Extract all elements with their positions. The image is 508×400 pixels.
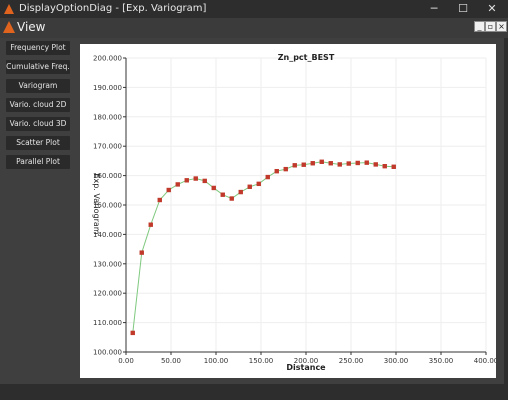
y-tick-label: 140.000 <box>93 231 122 239</box>
data-point <box>166 187 171 193</box>
data-point <box>301 162 306 167</box>
x-axis-label: Distance <box>286 363 326 372</box>
view-header: View <box>0 18 508 38</box>
scatter-plot-button[interactable]: Scatter Plot <box>6 136 70 150</box>
app-logo-shape <box>4 4 14 14</box>
x-tick-label: 50.00 <box>161 357 181 365</box>
plot-area: 0.00 50.00 100.00 150.00 200.00 250.00 300.00 3… <box>80 44 498 378</box>
frequency-plot-button[interactable]: Frequency Plot <box>6 41 70 55</box>
x-tick-label: 200.00 <box>294 357 319 365</box>
data-point <box>364 160 369 165</box>
window-title: DisplayOptionDiag - [Exp. Variogram] <box>19 3 207 14</box>
data-point <box>382 163 387 169</box>
y-tick-label: 200.000 <box>93 55 122 63</box>
x-tick-label: 250.00 <box>339 357 364 365</box>
window-close-button[interactable]: ✕ <box>487 2 497 15</box>
data-point <box>148 222 153 227</box>
vario-cloud-2d-button[interactable]: Vario. cloud 2D <box>6 98 70 112</box>
y-tick-label: 190.000 <box>93 84 122 92</box>
mdi-close-button[interactable]: × <box>496 21 507 32</box>
data-point <box>139 250 144 255</box>
x-tick-label: 150.00 <box>249 357 274 365</box>
app-logo-icon <box>4 4 14 14</box>
y-tick-label: 170.000 <box>93 143 122 151</box>
chart-title: Zn_pct_BEST <box>278 53 335 62</box>
data-point <box>355 160 360 166</box>
data-point <box>391 164 396 169</box>
x-tick-label: 350.00 <box>429 357 454 365</box>
y-tick-label: 150.000 <box>93 202 122 210</box>
variogram-button[interactable]: Variogram <box>6 79 70 93</box>
data-point <box>346 161 351 166</box>
view-logo-icon <box>3 21 15 33</box>
window-maximize-button[interactable]: ☐ <box>458 2 468 15</box>
y-tick-label: 180.000 <box>93 113 122 121</box>
data-point <box>193 176 198 181</box>
vario-cloud-3d-button[interactable]: Vario. cloud 3D <box>6 117 70 131</box>
y-tick-label: 120.000 <box>93 290 122 298</box>
x-tick-label: 300.00 <box>384 357 409 365</box>
data-point <box>292 163 297 168</box>
data-point <box>274 168 279 174</box>
data-point <box>283 166 288 172</box>
chart-grid <box>125 57 487 353</box>
data-point <box>202 178 207 184</box>
data-point <box>175 182 180 187</box>
y-tick-label: 110.000 <box>93 319 122 327</box>
data-point <box>238 189 243 195</box>
status-bar <box>0 384 508 400</box>
data-point <box>247 184 252 189</box>
y-axis-label: Exp. Variogram <box>92 173 101 234</box>
data-point <box>310 161 315 166</box>
x-tick-label: 100.00 <box>204 357 229 365</box>
x-tick-label: 400.00 <box>474 357 496 365</box>
data-point <box>229 196 234 201</box>
data-point <box>130 330 135 336</box>
data-point <box>220 192 225 197</box>
data-point <box>211 185 216 191</box>
window-minimize-button[interactable]: ─ <box>430 2 438 15</box>
data-point <box>265 174 270 180</box>
data-point <box>256 181 261 187</box>
mdi-restore-button[interactable]: ▫ <box>485 21 496 32</box>
data-point <box>373 162 378 167</box>
view-title: View <box>17 20 46 34</box>
chart-ticks: 0.00 50.00 100.00 150.00 200.00 250.00 300.00 3… <box>93 55 498 366</box>
data-point <box>157 197 162 203</box>
mdi-minimize-button[interactable]: _ <box>474 21 485 32</box>
chart-series <box>130 159 396 336</box>
cumulative-freq-button[interactable]: Cumulative Freq. <box>6 60 70 74</box>
series-line <box>132 161 394 333</box>
parallel-plot-button[interactable]: Parallel Plot <box>6 155 70 169</box>
data-point <box>184 178 189 183</box>
variogram-chart: 0.00 50.00 100.00 150.00 200.00 250.00 300.00 3… <box>92 53 498 372</box>
data-point <box>328 161 333 166</box>
y-tick-label: 100.000 <box>93 349 122 357</box>
y-tick-label: 160.000 <box>93 172 122 180</box>
window-titlebar: DisplayOptionDiag - [Exp. Variogram] ─ ☐… <box>0 0 508 18</box>
data-point <box>337 162 342 167</box>
x-tick-label: 0.00 <box>118 357 134 365</box>
data-point <box>319 159 324 164</box>
view-logo-shape <box>3 21 15 33</box>
y-tick-label: 130.000 <box>93 260 122 268</box>
plot-type-sidebar: Frequency Plot Cumulative Freq. Variogra… <box>0 38 74 384</box>
